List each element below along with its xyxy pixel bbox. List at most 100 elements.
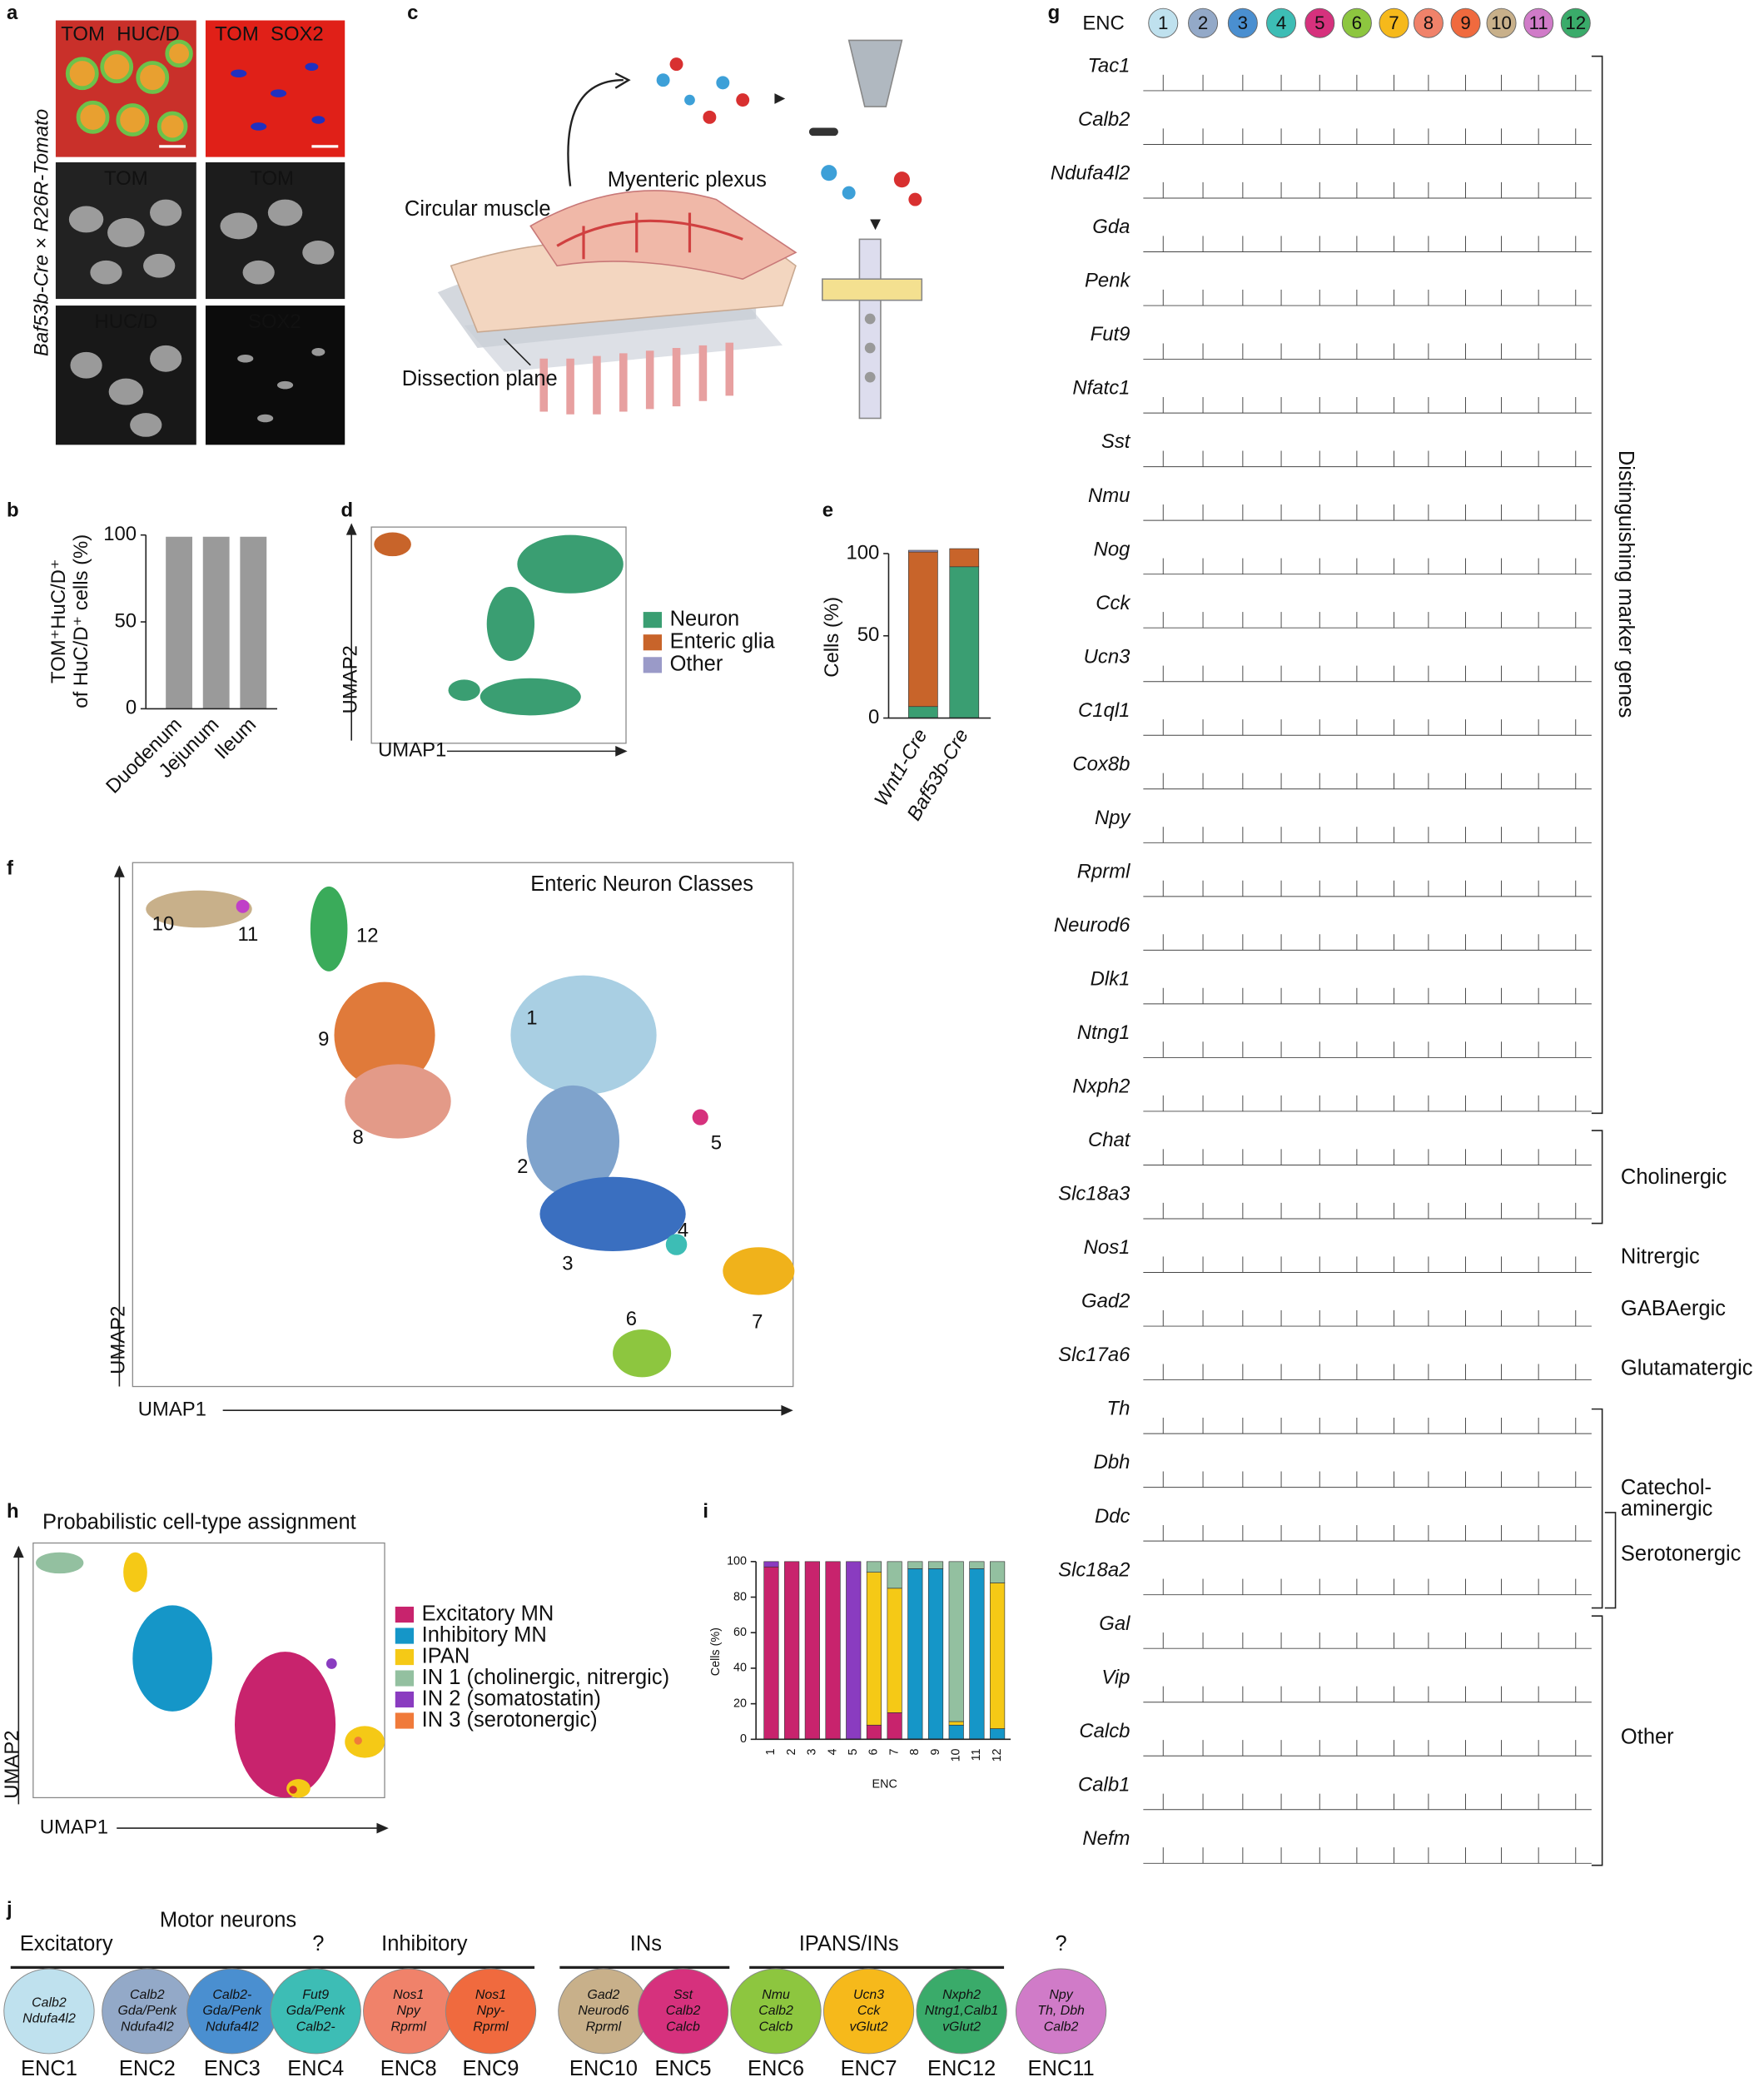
marker-genes: Nxph2 xyxy=(942,1988,981,2002)
y-tick-label: 0 xyxy=(868,706,879,728)
brackets xyxy=(1591,55,1617,1866)
umap-h xyxy=(12,1542,389,1834)
y-tick-label: 100 xyxy=(727,1555,747,1568)
header: Motor neurons xyxy=(160,1908,296,1931)
legend-swatch xyxy=(395,1607,415,1623)
image-tom-sox2 xyxy=(205,20,345,157)
gene-label: Chat xyxy=(1088,1129,1131,1151)
gene-label: Ntng1 xyxy=(1077,1021,1130,1044)
marker-genes: Gda/Penk xyxy=(286,2004,346,2018)
y-tick-label: 0 xyxy=(740,1732,747,1746)
legend-label: IN 3 (serotonergic) xyxy=(422,1708,598,1732)
y-axis-label: Cells (%) xyxy=(821,597,843,678)
marker-genes: Npy xyxy=(397,2004,421,2018)
bar xyxy=(202,536,230,709)
side-label: Baf53b-Cre × R26R-Tomato xyxy=(30,109,52,356)
x-tick-label: 8 xyxy=(908,1748,922,1755)
axis-label: UMAP1 xyxy=(378,739,446,762)
cluster-label: 8 xyxy=(353,1126,364,1149)
enc-label: 3 xyxy=(1238,12,1248,33)
marker-genes: Calb2 xyxy=(130,1988,165,2002)
gene-label: Gal xyxy=(1099,1612,1130,1635)
bar xyxy=(240,536,267,709)
x-tick-label: 6 xyxy=(867,1748,881,1755)
gene-label: Ucn3 xyxy=(1084,645,1130,668)
gene-label: Dbh xyxy=(1094,1451,1130,1473)
y-tick-label: 60 xyxy=(733,1626,747,1639)
bar-segment xyxy=(866,1724,882,1740)
bar-segment xyxy=(990,1728,1006,1740)
x-tick-label: 12 xyxy=(991,1748,1004,1762)
bar-segment xyxy=(866,1572,882,1726)
marker-genes: Gad2 xyxy=(587,1988,619,2002)
enc-label: 6 xyxy=(1352,12,1362,33)
x-axis-label: ENC xyxy=(872,1777,897,1791)
nuclei xyxy=(231,62,325,131)
gene-label: Calcb xyxy=(1079,1720,1130,1742)
group-label: Serotonergic xyxy=(1621,1543,1742,1566)
y-axis-label: of HuC/D⁺ cells (%) xyxy=(70,534,92,708)
y-axis-label: TOM⁺HuC/D⁺ xyxy=(47,559,70,683)
marker-genes: Neurod6 xyxy=(578,2004,629,2018)
marker-genes: Cck xyxy=(857,2004,881,2018)
x-tick-label: 9 xyxy=(929,1748,942,1755)
gene-label: Slc18a2 xyxy=(1058,1558,1130,1581)
grey-cells xyxy=(68,199,335,437)
marker-genes: Gda/Penk xyxy=(202,2004,262,2018)
y-tick-label: 20 xyxy=(733,1697,747,1710)
marker-genes: Calb2 xyxy=(1044,2020,1079,2034)
marker-genes: Ndufa4l2 xyxy=(121,2020,174,2034)
bar-segment xyxy=(948,1724,964,1740)
group-label: Other xyxy=(1621,1725,1674,1748)
enc-label: 2 xyxy=(1198,12,1208,33)
marker-genes: Calb2- xyxy=(296,2020,335,2034)
enc-badge xyxy=(1266,7,1297,38)
cell-name: ENC5 xyxy=(655,2057,712,2080)
gene-label: Dlk1 xyxy=(1091,968,1130,991)
gene-label: Nxph2 xyxy=(1072,1076,1130,1098)
cell-type xyxy=(1015,1968,1107,2055)
label: TOM xyxy=(215,22,259,45)
label: HUC/D xyxy=(95,311,158,333)
y-tick-label: 100 xyxy=(846,541,879,564)
enc-badge xyxy=(1227,7,1258,38)
diagram-label: Dissection plane xyxy=(402,367,558,390)
cell-name: ENC11 xyxy=(1027,2057,1094,2080)
gene-label: Npy xyxy=(1095,807,1132,829)
cluster-label: 6 xyxy=(626,1308,637,1330)
enc-badge xyxy=(1560,7,1591,38)
bar-segment xyxy=(804,1561,820,1740)
marker-genes: Calb2 xyxy=(32,1996,67,2010)
group-label: Nitrergic xyxy=(1621,1245,1700,1269)
label: SOX2 xyxy=(271,22,324,45)
cell-type xyxy=(3,1968,95,2055)
marker-genes: Calb2 xyxy=(758,2004,793,2018)
gene-label: Nog xyxy=(1094,538,1131,560)
gene-label: Nfatc1 xyxy=(1072,377,1130,400)
bar-segment xyxy=(927,1561,944,1569)
bar-segment xyxy=(949,548,980,568)
bar-segment xyxy=(846,1561,862,1740)
legend-label: IN 1 (cholinergic, nitrergic) xyxy=(422,1666,669,1689)
cluster-label: 1 xyxy=(526,1007,537,1030)
cell-type xyxy=(730,1968,822,2055)
marker-genes: Rprml xyxy=(473,2020,509,2034)
axis-label: UMAP2 xyxy=(1,1730,23,1798)
gene-label: Nefm xyxy=(1082,1827,1130,1850)
legend-swatch xyxy=(643,634,663,651)
legend-label: IPAN xyxy=(422,1644,470,1667)
gene-label: Ndufa4l2 xyxy=(1051,162,1130,185)
bar-segment xyxy=(969,1561,985,1569)
marker-genes: Gda/Penk xyxy=(117,2004,177,2018)
x-tick-label: 10 xyxy=(950,1748,963,1762)
legend-swatch xyxy=(643,612,663,629)
panel-letter: c xyxy=(407,2,418,24)
umap-d xyxy=(345,523,628,757)
marker-genes: Rprml xyxy=(586,2020,622,2034)
marker-genes: Nos1 xyxy=(475,1988,506,2002)
legend-label: Inhibitory MN xyxy=(422,1623,547,1647)
bar-segment xyxy=(825,1561,841,1740)
cell-name: ENC10 xyxy=(569,2057,638,2080)
cluster-label: 10 xyxy=(152,912,175,935)
